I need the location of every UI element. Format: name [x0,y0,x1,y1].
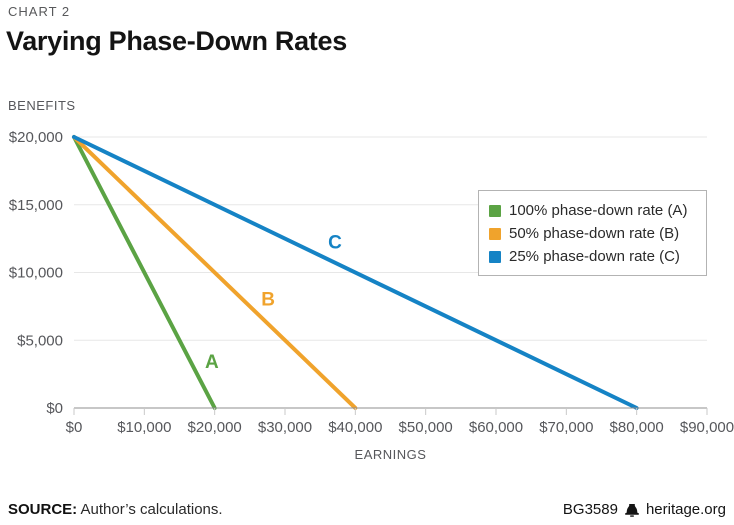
y-tick-label: $15,000 [9,197,63,214]
series-line-c [72,135,639,410]
series-label-a: A [205,352,219,373]
footer-brand: BG3589 heritage.org [563,501,726,518]
chart-title: Varying Phase-Down Rates [6,26,347,56]
x-tick-label: $70,000 [539,419,593,436]
series-line-a [72,135,217,410]
legend-item: 25% phase-down rate (C) [489,245,696,268]
legend-swatch-icon [489,227,501,240]
legend-swatch-icon [489,250,501,263]
x-tick-label: $60,000 [469,419,523,436]
x-tick-label: $50,000 [399,419,453,436]
x-tick-label: $90,000 [680,419,734,436]
legend-swatch-icon [489,204,501,217]
x-tick-label: $40,000 [328,419,382,436]
series-label-c: C [328,233,342,254]
y-tick-label: $20,000 [9,129,63,146]
source-label: SOURCE: [8,501,78,518]
heritage-bell-icon [625,503,639,517]
site-name: heritage.org [645,501,726,518]
x-tick-label: $80,000 [610,419,664,436]
x-tick-label: $30,000 [258,419,312,436]
source-text: Author’s calculations. [80,501,223,518]
x-tick-label: $10,000 [117,419,171,436]
doc-id: BG3589 [562,501,618,518]
chart-legend: 100% phase-down rate (A) 50% phase-down r… [478,190,707,276]
x-tick-label: $0 [66,419,83,436]
chart-area: $0 $5,000 $10,000 $15,000 $20,000 BENEFITS A B C… [0,85,734,465]
x-tick-label: $20,000 [188,419,242,436]
series-line-b [72,135,358,410]
chart-kicker: CHART 2 [8,4,71,19]
legend-item-label: 25% phase-down rate (C) [509,248,680,265]
y-tick-label: $5,000 [17,332,63,349]
source-note: SOURCE: Author’s calculations. [8,501,223,518]
y-tick-label: $10,000 [9,265,63,282]
x-axis-title: EARNINGS [355,447,427,462]
legend-item-label: 100% phase-down rate (A) [509,202,688,219]
series-label-b: B [261,290,275,311]
chart-footer: SOURCE: Author’s calculations. BG3589 he… [8,501,726,518]
y-axis-title: BENEFITS [8,98,76,113]
legend-item: 100% phase-down rate (A) [489,199,696,222]
legend-item-label: 50% phase-down rate (B) [509,225,680,242]
y-tick-label: $0 [46,400,63,417]
legend-item: 50% phase-down rate (B) [489,222,696,245]
